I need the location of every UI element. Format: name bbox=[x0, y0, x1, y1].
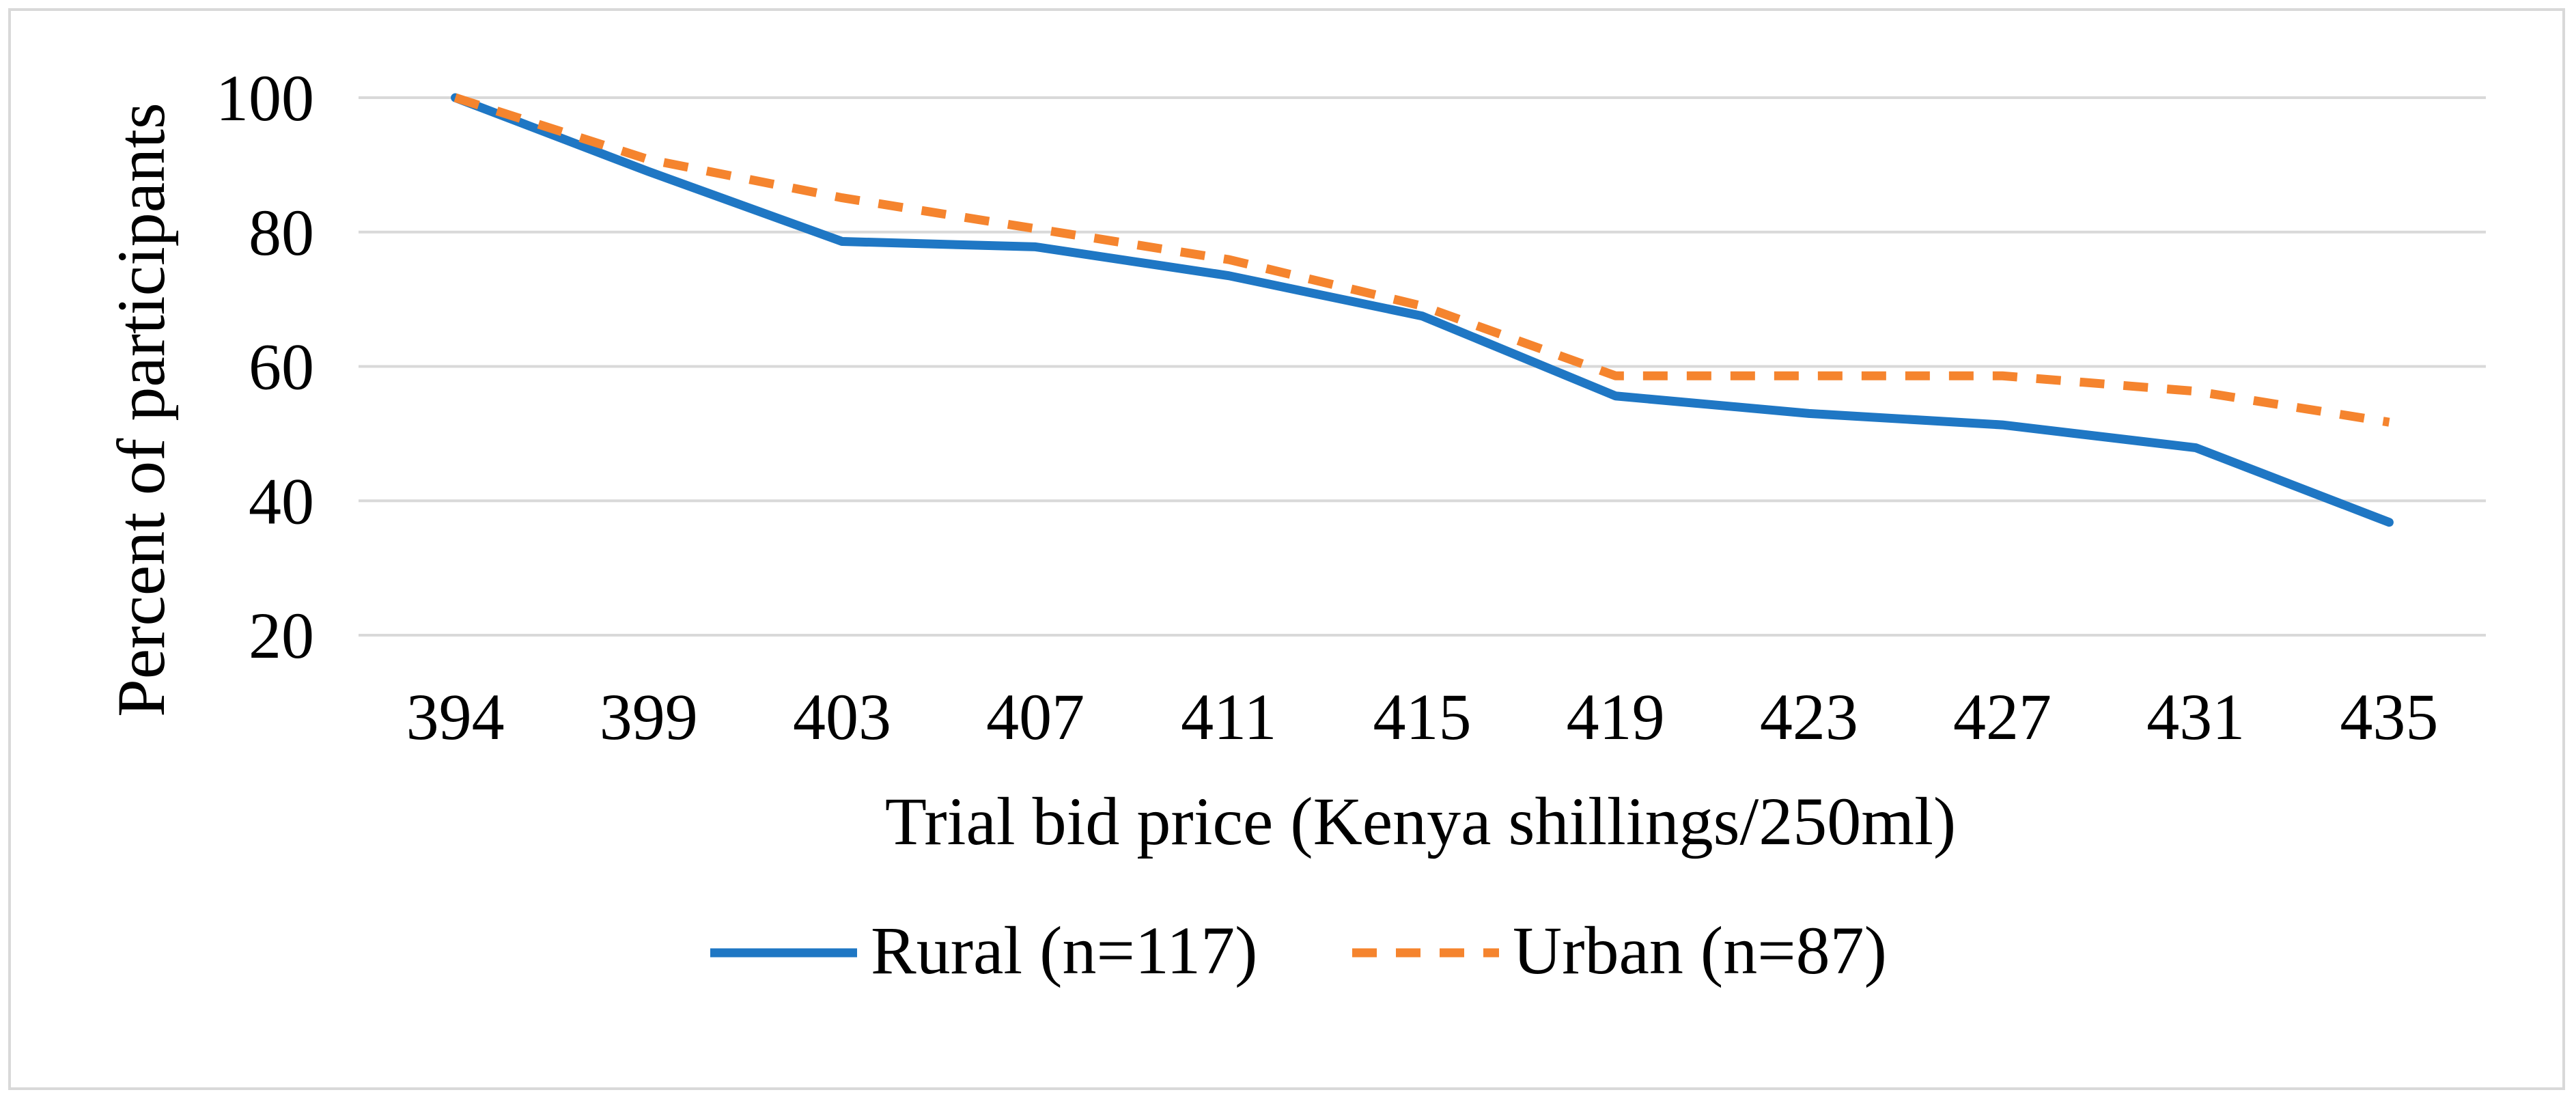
series-lines bbox=[451, 93, 2394, 527]
x-tick-label: 415 bbox=[1373, 680, 1472, 753]
x-tick-label: 411 bbox=[1181, 680, 1276, 753]
x-tick-labels: 394 399 403 407 411 415 419 423 427 431 435 bbox=[406, 680, 2439, 753]
y-tick-label: 80 bbox=[249, 196, 314, 269]
x-tick-label: 423 bbox=[1760, 680, 1858, 753]
x-axis-title: Trial bid price (Kenya shillings/250ml) bbox=[885, 783, 1956, 859]
y-tick-label: 100 bbox=[216, 61, 314, 135]
legend-label-1: Urban (n=87) bbox=[1513, 912, 1887, 988]
chart-frame bbox=[8, 8, 2565, 1090]
y-axis-title: Percent of participants bbox=[103, 102, 179, 717]
x-tick-label: 403 bbox=[793, 680, 891, 753]
series-line-urban bbox=[453, 93, 2390, 427]
x-tick-label: 427 bbox=[1953, 680, 2052, 753]
y-tick-label: 40 bbox=[249, 464, 314, 538]
x-tick-label: 431 bbox=[2146, 680, 2245, 753]
y-tick-label: 20 bbox=[249, 599, 314, 672]
x-tick-label: 394 bbox=[406, 680, 505, 753]
series-line-rural bbox=[451, 93, 2394, 527]
legend-label-0: Rural (n=117) bbox=[871, 912, 1257, 988]
x-tick-label: 419 bbox=[1567, 680, 1665, 753]
legend: Rural (n=117) Urban (n=87) bbox=[710, 912, 1887, 988]
y-tick-labels: 20 40 60 80 100 bbox=[216, 61, 314, 672]
x-tick-label: 435 bbox=[2340, 680, 2438, 753]
gridlines bbox=[359, 96, 2486, 637]
x-tick-label: 399 bbox=[600, 680, 698, 753]
x-tick-label: 407 bbox=[986, 680, 1084, 753]
y-tick-label: 60 bbox=[249, 331, 314, 404]
